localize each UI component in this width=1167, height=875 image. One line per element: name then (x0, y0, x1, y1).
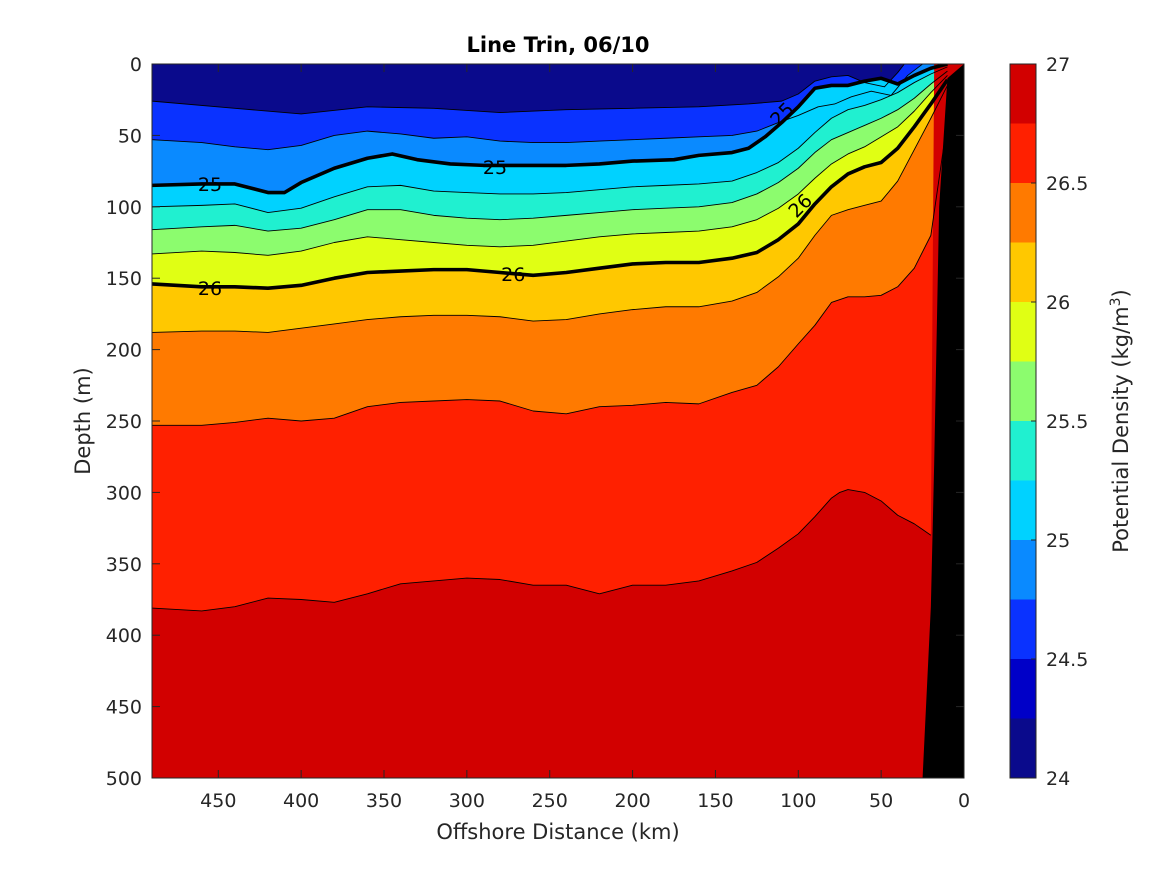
colorbar: 24 24.5 25 25.5 26 26.5 27 (1009, 54, 1088, 790)
contour-line-26.5 (152, 121, 948, 426)
y-tick-label: 50 (118, 125, 142, 147)
colorbar-swatch-24 (1010, 718, 1036, 778)
colorbar-swatch-24.25 (1010, 659, 1036, 719)
y-axis-label: Depth (m) (71, 367, 95, 474)
y-tick-label: 500 (106, 768, 142, 790)
contour-lines (152, 64, 949, 612)
contour-label-text: 26 (198, 278, 222, 300)
colorbar-swatch-25 (1010, 480, 1036, 540)
contour-line-26 (152, 78, 949, 290)
colorbar-label: Potential Density (kg/m3) (1108, 289, 1133, 553)
x-axis-label: Offshore Distance (km) (436, 820, 679, 844)
y-tick-label: 0 (130, 54, 142, 76)
contour-line-26.25 (152, 85, 948, 333)
axes: 450 400 350 300 250 200 150 100 50 00501001502002… (106, 54, 970, 812)
contour-label-text: 26 (501, 264, 525, 286)
y-tick-label: 250 (106, 411, 142, 433)
seafloor-polygon (922, 64, 964, 778)
colorbar-swatch-26 (1010, 242, 1036, 302)
seafloor-mask (922, 64, 964, 778)
y-tick-label: 300 (106, 482, 142, 504)
chart-title: Line Trin, 06/10 (466, 33, 649, 57)
contour-label-text: 25 (198, 174, 222, 196)
y-tick-label: 400 (106, 625, 142, 647)
contour-label-25: 25 (483, 157, 507, 179)
x-tick-label: 0 (958, 790, 970, 812)
colorbar-swatch-26.25 (1010, 183, 1036, 243)
colorbar-label-sup: 3 (1108, 297, 1124, 306)
contour-label-26: 26 (198, 278, 222, 300)
colorbar-swatch-26.5 (1010, 123, 1036, 183)
x-tick-label: 450 (200, 790, 236, 812)
colorbar-label-tail: ) (1109, 289, 1133, 297)
y-tick-label: 100 (106, 197, 142, 219)
y-tick-label: 350 (106, 554, 142, 576)
contour-line-24.75 (152, 64, 923, 151)
colorbar-tick-label: 24 (1046, 768, 1070, 790)
colorbar-swatch-24.75 (1010, 540, 1036, 600)
contour-line-26.75 (152, 489, 932, 612)
x-tick-label: 100 (780, 790, 816, 812)
x-tick-label: 150 (697, 790, 733, 812)
colorbar-tick-label: 25 (1046, 530, 1070, 552)
x-tick-label: 50 (869, 790, 893, 812)
contour-label-26: 26 (501, 264, 525, 286)
contour-label-text: 25 (483, 157, 507, 179)
x-tick-label: 300 (449, 790, 485, 812)
colorbar-swatch-25.25 (1010, 421, 1036, 481)
colorbar-swatch-26.75 (1010, 64, 1036, 124)
x-tick-label: 400 (283, 790, 319, 812)
contour-line-25.75 (152, 75, 948, 256)
y-tick-label: 150 (106, 268, 142, 290)
colorbar-label-main: Potential Density (kg/m (1109, 306, 1133, 552)
colorbar-tick-label: 25.5 (1046, 411, 1088, 433)
density-bands (152, 64, 964, 778)
colorbar-tick-label: 27 (1046, 54, 1070, 76)
contour-line-25.5 (152, 70, 948, 232)
colorbar-swatch-24.5 (1010, 599, 1036, 659)
x-tick-label: 350 (366, 790, 402, 812)
x-tick-label: 250 (532, 790, 568, 812)
x-tick-label: 200 (614, 790, 650, 812)
colorbar-tick-label: 26.5 (1046, 173, 1088, 195)
colorbar-tick-label: 26 (1046, 292, 1070, 314)
colorbar-swatch-25.75 (1010, 302, 1036, 362)
density-band-26.75 (152, 64, 964, 778)
colorbar-swatch-25.5 (1010, 361, 1036, 421)
y-tick-label: 200 (106, 340, 142, 362)
contour-label-25: 25 (198, 174, 222, 196)
colorbar-tick-label: 24.5 (1046, 649, 1088, 671)
contour-line-25 (152, 64, 948, 195)
y-tick-label: 450 (106, 697, 142, 719)
contour-line-25.25 (152, 66, 948, 213)
